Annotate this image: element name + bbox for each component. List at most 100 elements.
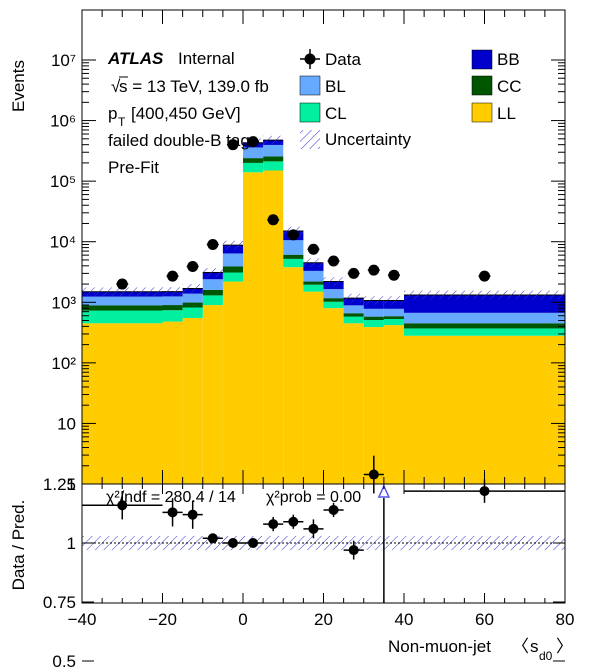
unc-bin-6 (263, 135, 284, 145)
ytick-label-6: 10⁶ (50, 112, 76, 131)
legend-label-cc: CC (497, 77, 522, 96)
sqrt-symbol: √ (111, 77, 121, 96)
bar-ll-6 (263, 170, 284, 485)
data-point-2 (187, 260, 199, 272)
data-point-3 (207, 238, 219, 250)
bar-ll-5 (243, 172, 264, 484)
bar-cl-3 (202, 295, 223, 306)
ratio-point-7 (288, 516, 299, 527)
fit-label: Pre-Fit (108, 158, 159, 177)
legend-label-cl: CL (325, 104, 347, 123)
internal-label: Internal (178, 49, 235, 68)
ratio-ytick-label-0: 0.5 (52, 652, 76, 671)
legend-label-bl: BL (325, 77, 346, 96)
bar-bl-9 (323, 289, 344, 299)
xtick-label-2: 0 (238, 610, 247, 629)
tag-label: failed double-B tag (108, 131, 250, 150)
bar-bl-6 (263, 144, 284, 157)
data-point-10 (348, 267, 360, 279)
unc-bin-9 (323, 277, 344, 286)
legend-item-bl: BL (299, 75, 346, 96)
xtick-label-3: 20 (314, 610, 333, 629)
bar-bl-12 (383, 308, 404, 317)
bar-cc-4 (222, 266, 243, 273)
legend-item-cl: CL (299, 102, 347, 123)
chi2-label: χ²/ndf = 280.4 / 14 (106, 489, 236, 506)
bar-ll-9 (323, 308, 344, 484)
ratio-uncertainty-band (82, 535, 565, 551)
data-point-7 (287, 229, 299, 241)
bar-bl-3 (202, 279, 223, 290)
legend-label-uncertainty: Uncertainty (325, 130, 411, 149)
xtick-label-1: −20 (148, 610, 177, 629)
ratio-ytick-label-1: 0.75 (43, 593, 76, 612)
ytick-label-2: 10² (51, 354, 76, 373)
unc-bin-2 (182, 284, 203, 293)
data-point-13 (479, 270, 490, 282)
bar-cc-0 (82, 305, 163, 311)
ratio-point-0 (117, 500, 128, 511)
unc-bin-8 (303, 258, 324, 267)
annotation-block: ATLAS Internal √ s = 13 TeV, 139.0 fb p … (107, 49, 269, 177)
legend-label-bb: BB (497, 50, 520, 69)
ratio-point-10 (348, 545, 359, 556)
ratio-point-8 (308, 523, 319, 534)
bar-ll-8 (303, 291, 324, 484)
unc-bin-12 (383, 296, 404, 305)
bar-cc-7 (283, 254, 304, 259)
x-axis-subscript: d0 (539, 649, 553, 663)
bar-cc-1 (162, 305, 183, 311)
data-point-11 (368, 264, 380, 276)
bar-bb-13 (404, 294, 565, 313)
data-point-0 (116, 278, 128, 290)
pt-label: p (108, 104, 117, 123)
data-point-4 (227, 139, 239, 151)
bar-bl-2 (182, 293, 203, 303)
off-scale-marker (377, 484, 391, 498)
bar-cl-4 (222, 272, 243, 282)
x-axis-close-bracket: 〉 (556, 637, 573, 656)
pt-subscript: T (118, 115, 126, 129)
bar-ll-11 (363, 327, 384, 484)
ratio-point-2 (187, 509, 198, 520)
bar-cl-5 (243, 162, 264, 173)
bar-cl-0 (82, 310, 163, 324)
legend-item-bb: BB (471, 49, 520, 70)
data-point-6 (267, 214, 279, 226)
ratio-point-5 (248, 538, 259, 548)
unc-bin-0 (82, 287, 163, 297)
energy-label: s = 13 TeV, 139.0 fb (119, 77, 269, 96)
unc-bin-4 (222, 240, 243, 250)
legend-item-data: Data (300, 49, 361, 69)
unc-bin-11 (363, 296, 384, 305)
bar-cc-2 (182, 302, 203, 308)
bar-cc-11 (363, 316, 384, 320)
ratio-ytick-label-3: 1.25 (43, 475, 76, 494)
data-point-9 (328, 255, 340, 267)
bar-cl-13 (404, 328, 565, 336)
legend-item-uncertainty: Uncertainty (300, 130, 411, 149)
legend-item-ll: LL (471, 102, 516, 123)
unc-bin-1 (162, 287, 183, 296)
bar-bl-8 (303, 270, 324, 282)
axes: 1 10 10² 10³ 10⁴ 10⁵ 10⁶ 10⁷ −40 −20 0 20 40 60 80 0.5 0… (43, 9, 574, 671)
ratio-point-9 (328, 504, 339, 515)
bar-ll-2 (182, 318, 203, 484)
ytick-label-3: 10³ (51, 293, 76, 312)
legend-item-cc: CC (471, 75, 522, 96)
y-axis-title-bottom: Data / Pred. (9, 500, 28, 591)
ytick-label-4: 10⁴ (50, 233, 76, 252)
bar-bl-7 (283, 240, 304, 255)
x-axis-s: s (530, 637, 539, 656)
bar-cl-1 (162, 310, 183, 322)
bar-cc-9 (323, 298, 344, 302)
bar-cl-12 (383, 318, 404, 326)
bar-ll-10 (343, 323, 364, 484)
data-points (116, 136, 491, 290)
chi2prob-label: χ²prob = 0.00 (266, 489, 361, 506)
legend-label-ll: LL (497, 104, 516, 123)
bar-cl-10 (343, 316, 364, 324)
ytick-label-5: 10⁵ (50, 172, 76, 191)
bar-cl-9 (323, 301, 344, 309)
bar-cc-8 (303, 281, 324, 285)
